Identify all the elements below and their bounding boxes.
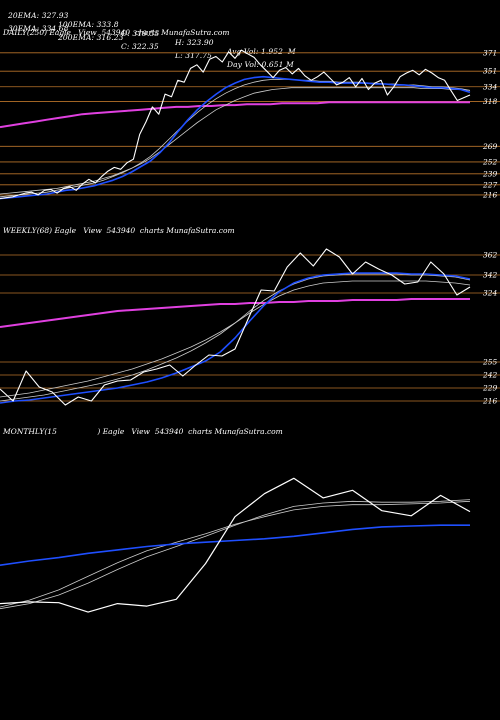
weekly-tick-label: 342 — [483, 271, 498, 280]
daily-ema-mid-2-line — [0, 87, 471, 195]
monthly-price-line — [0, 477, 471, 613]
daily-panel-title: DAILY(250) Eagle View 543940 charts Muna… — [3, 28, 230, 37]
daily-price-line — [0, 49, 471, 200]
daily-tick-label: 227 — [482, 180, 498, 189]
ema100-label: 100EMA: 333.8 — [58, 20, 119, 29]
day-vol-label: Day Vol: 0.651 M — [227, 60, 294, 69]
daily-ema-mid-1-line — [0, 79, 471, 198]
weekly-tick-label: 362 — [483, 251, 498, 260]
weekly-ema-fast-line — [0, 272, 471, 404]
weekly-tick-label: 216 — [482, 397, 498, 406]
daily-tick-label: 318 — [483, 97, 498, 106]
monthly-ema-mid-2-line — [0, 500, 471, 608]
weekly-ema-mid-1-line — [0, 273, 471, 402]
ema30-label: 30EMA: 334.68 — [7, 24, 69, 33]
close-label: C: 322.35 — [121, 42, 159, 51]
header-row-2: 30EMA: 334.68 200EMA: 316.23 C: 322.35 L… — [3, 15, 294, 69]
weekly-tick-label: 229 — [482, 384, 498, 393]
monthly-ema-fast-line — [0, 524, 470, 566]
weekly-tick-label: 242 — [482, 371, 498, 380]
daily-tick-label: 371 — [483, 48, 497, 57]
monthly-ema-mid-1-line — [0, 499, 471, 610]
open-label: O: 319.55 — [121, 29, 160, 38]
avg-vol-label: Avg Vol: 1.952 M — [227, 47, 296, 56]
weekly-price-line — [0, 248, 471, 406]
monthly-panel-title: MONTHLY(15 ) Eagle View 543940 charts Mu… — [3, 427, 283, 436]
daily-ema-slow-line — [0, 101, 470, 129]
low-label: L: 317.75 — [175, 51, 213, 60]
daily-ema-fast-line — [0, 75, 471, 200]
ema20-label: 20EMA: 327.93 — [7, 11, 69, 20]
daily-tick-label: 334 — [483, 82, 498, 91]
daily-tick-label: 252 — [482, 157, 498, 166]
weekly-tick-label: 255 — [482, 358, 498, 367]
daily-tick-label: 216 — [482, 190, 498, 199]
ema200-label: 200EMA: 316.23 — [58, 33, 124, 42]
weekly-ema-slow-line — [0, 298, 470, 328]
daily-tick-label: 351 — [483, 67, 497, 76]
weekly-tick-label: 324 — [483, 289, 498, 298]
monthly-chart — [0, 477, 471, 613]
daily-tick-label: 269 — [482, 142, 498, 151]
high-label: H: 323.90 — [175, 38, 214, 47]
daily-tick-label: 239 — [482, 169, 498, 178]
header-row-1: 20EMA: 327.93 100EMA: 333.8 O: 319.55 H:… — [3, 2, 296, 56]
weekly-panel-title: WEEKLY(68) Eagle View 543940 charts Muna… — [3, 226, 235, 235]
weekly-chart: 362 342 324 255 242 229 216 — [0, 248, 500, 406]
